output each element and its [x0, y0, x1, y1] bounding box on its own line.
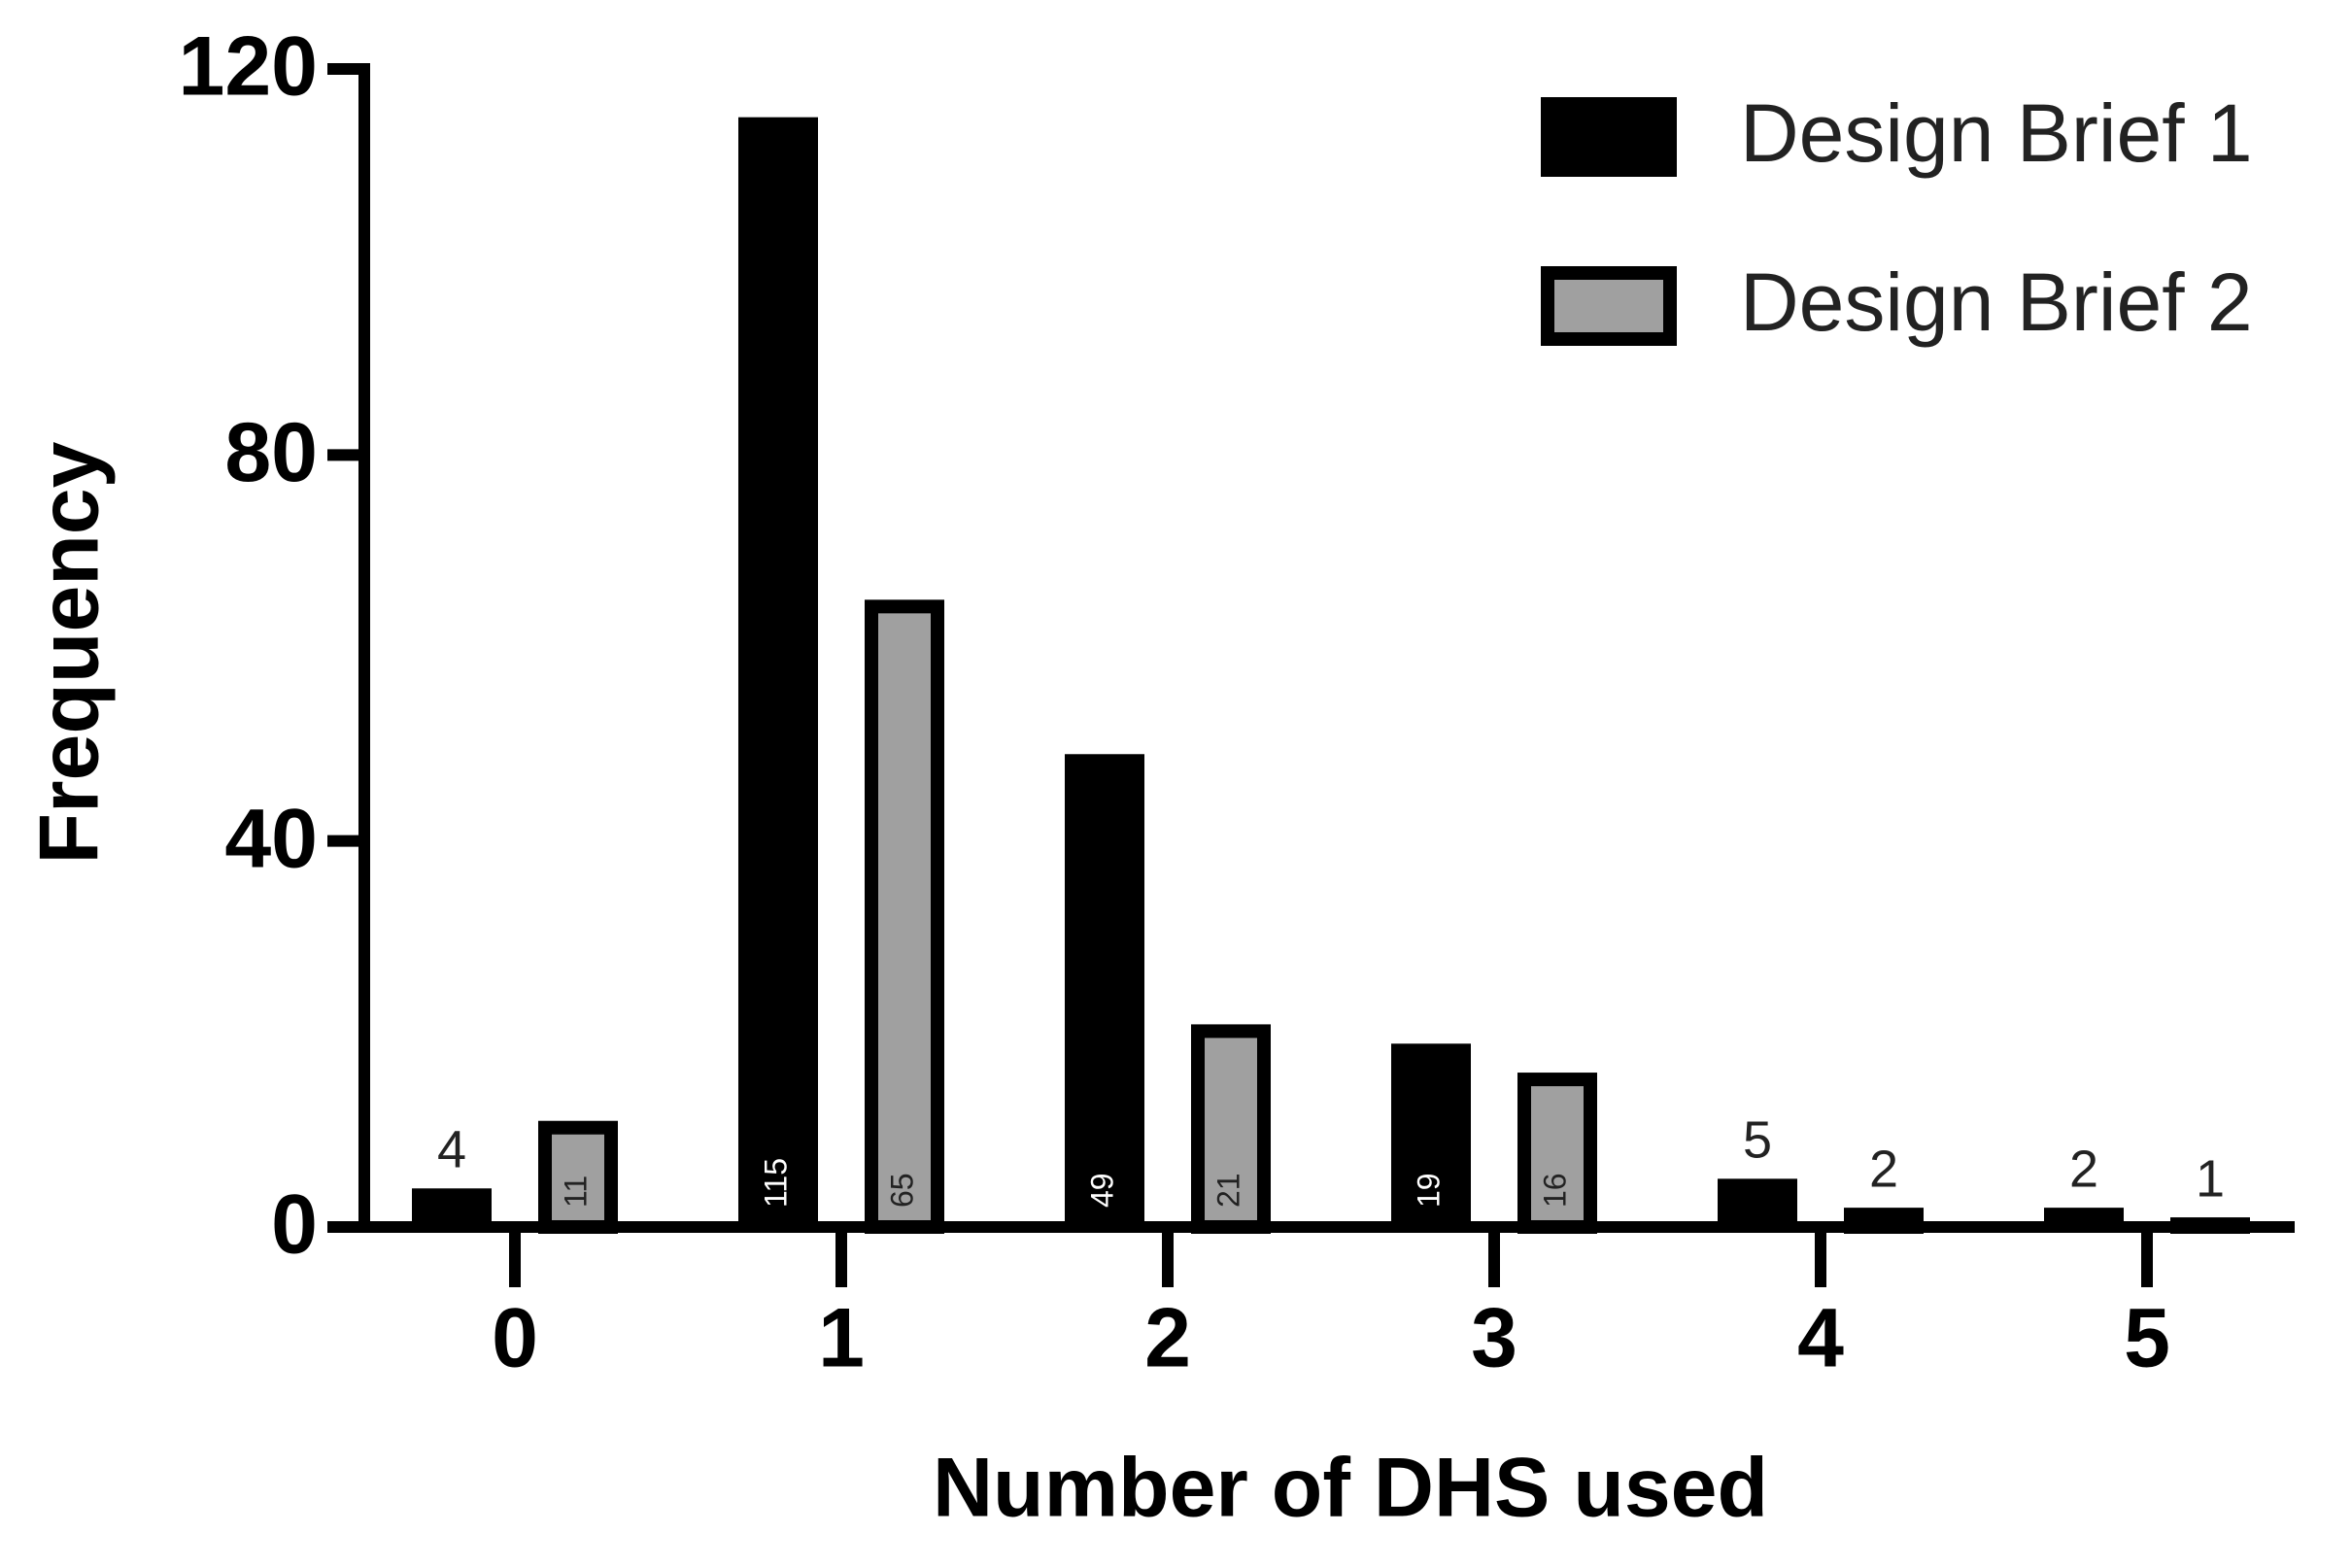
bar — [1391, 1043, 1471, 1227]
y-tick-label: 80 — [224, 406, 318, 499]
y-axis-title: Frequency — [23, 441, 117, 864]
data-label: 19 — [1411, 1173, 1446, 1208]
y-tick-label: 120 — [179, 20, 319, 114]
data-label: 65 — [884, 1173, 919, 1208]
legend-label: Design Brief 2 — [1740, 256, 2253, 348]
data-label: 21 — [1210, 1173, 1245, 1208]
data-label: 4 — [437, 1121, 466, 1179]
data-label: 2 — [2069, 1140, 2098, 1198]
x-tick-label: 1 — [818, 1292, 865, 1385]
data-label: 49 — [1084, 1173, 1119, 1208]
bar — [1065, 754, 1144, 1227]
bar — [738, 117, 818, 1228]
x-tick-label: 2 — [1144, 1292, 1191, 1385]
y-tick-label: 0 — [271, 1178, 318, 1272]
x-axis-title: Number of DHS used — [933, 1442, 1768, 1535]
legend-label: Design Brief 1 — [1740, 87, 2253, 179]
x-tick-label: 3 — [1471, 1292, 1517, 1385]
data-label: 5 — [1743, 1111, 1772, 1170]
data-label: 2 — [1869, 1140, 1898, 1198]
bar — [865, 599, 944, 1234]
y-tick-label: 40 — [224, 792, 318, 885]
legend-swatch — [1541, 97, 1677, 177]
x-tick-label: 0 — [492, 1292, 538, 1385]
data-label: 16 — [1537, 1173, 1572, 1208]
data-label: 11 — [558, 1176, 593, 1208]
x-tick-label: 5 — [2124, 1292, 2170, 1385]
bar — [1718, 1178, 1797, 1227]
bar — [412, 1188, 492, 1227]
data-label: 115 — [758, 1158, 793, 1208]
x-tick-label: 4 — [1797, 1292, 1844, 1385]
data-label: 1 — [2196, 1149, 2225, 1208]
legend-swatch — [1541, 266, 1677, 346]
